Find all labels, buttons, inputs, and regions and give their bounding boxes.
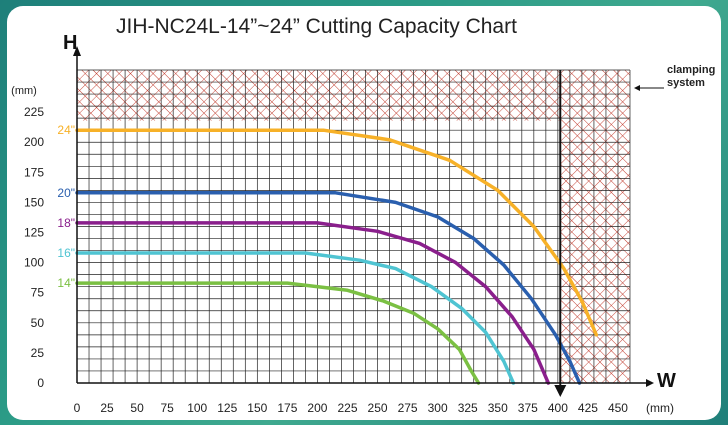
series-label: 24" [57, 123, 75, 137]
x-axis-arrow [646, 379, 654, 387]
x-tick-label: 375 [518, 401, 538, 415]
x-tick-label: 75 [160, 401, 174, 415]
series-label-layer: 24" 20" 18" 16" 14" [57, 123, 75, 290]
grid-layer [76, 69, 631, 384]
series-layer [75, 128, 599, 385]
series-line [75, 281, 481, 385]
clamping-label-line1: clamping [667, 64, 716, 76]
series-label: 20" [57, 186, 75, 200]
x-tick-label: 300 [428, 401, 448, 415]
x-tick-label: 0 [74, 401, 81, 415]
x-tick-label: 400 [548, 401, 568, 415]
x-unit-label: (mm) [646, 401, 674, 415]
clamping-pointer-arrow [634, 85, 640, 91]
x-tick-label: 275 [398, 401, 418, 415]
x-axis-letter: W [657, 370, 676, 392]
clamping-system-label: clamping system [667, 64, 727, 90]
x-tick-label: 50 [130, 401, 144, 415]
tick-label-layer: 0 25 50 75 100 125 150 175 200 225 250 275 300 325 350… [11, 85, 674, 415]
y-tick-label: 100 [24, 256, 44, 270]
y-tick-label: 75 [31, 286, 45, 300]
y-tick-label: 200 [24, 135, 44, 149]
x-tick-label: 350 [488, 401, 508, 415]
x-tick-label: 325 [458, 401, 478, 415]
y-tick-label: 50 [31, 316, 45, 330]
y-axis-arrow [73, 46, 81, 56]
y-tick-label: 175 [24, 165, 44, 179]
x-tick-label: 250 [368, 401, 388, 415]
x-tick-label: 450 [608, 401, 628, 415]
x-tick-label: 425 [578, 401, 598, 415]
x-tick-label: 125 [217, 401, 237, 415]
y-unit-label: (mm) [11, 85, 37, 97]
limit-arrow [554, 385, 567, 397]
series-label: 18" [57, 216, 75, 230]
y-tick-label: 0 [37, 376, 44, 390]
x-tick-label: 175 [277, 401, 297, 415]
x-tick-label: 225 [337, 401, 357, 415]
chart-title: JIH-NC24L-14”~24” Cutting Capacity Chart [116, 15, 517, 38]
series-label: 14" [57, 276, 75, 290]
series-line [75, 128, 599, 337]
x-tick-label: 150 [247, 401, 267, 415]
series-line [75, 191, 582, 385]
axis-layer [73, 46, 664, 397]
series-line [75, 251, 516, 385]
clamping-label-line2: system [667, 77, 705, 89]
y-tick-label: 150 [24, 195, 44, 209]
y-tick-label: 225 [24, 105, 44, 119]
series-line [75, 221, 551, 385]
series-label: 16" [57, 246, 75, 260]
x-tick-label: 100 [187, 401, 207, 415]
y-axis-letter: H [63, 32, 78, 54]
y-tick-label: 25 [31, 346, 45, 360]
x-tick-label: 200 [307, 401, 327, 415]
x-tick-label: 25 [100, 401, 114, 415]
y-tick-label: 125 [24, 226, 44, 240]
